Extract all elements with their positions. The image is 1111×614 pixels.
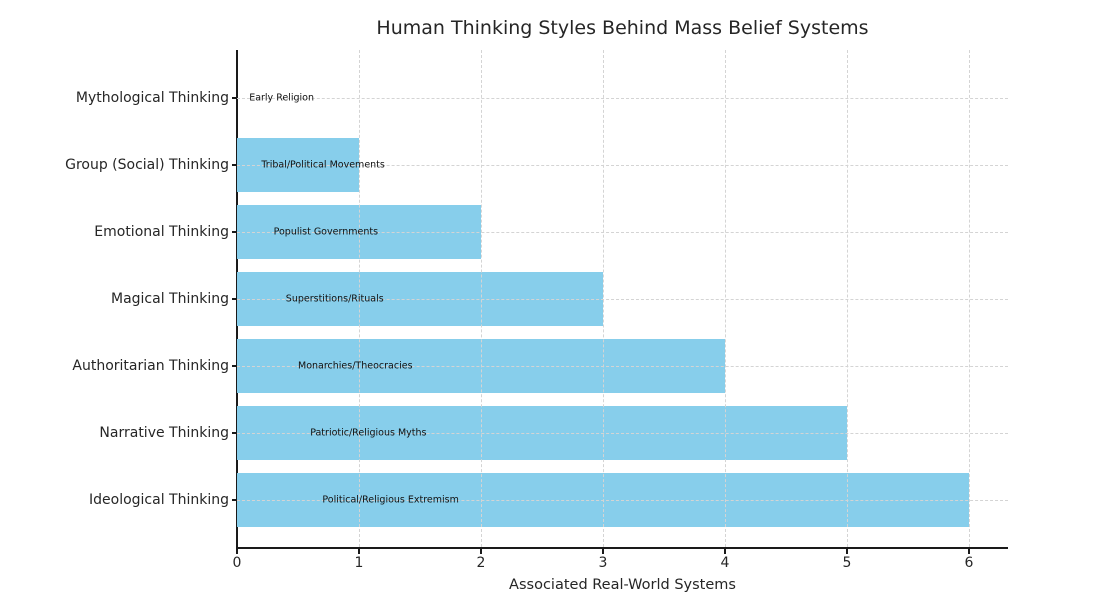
x-tick-mark-0 xyxy=(236,548,238,554)
x-tick-label-4: 4 xyxy=(720,555,730,571)
y-tick-label-0: Mythological Thinking xyxy=(75,90,229,106)
x-tick-label-3: 3 xyxy=(598,555,608,571)
v-gridline-5 xyxy=(847,50,848,547)
x-tick-label-1: 1 xyxy=(354,555,364,571)
y-tick-mark-3 xyxy=(232,298,237,300)
y-tick-mark-0 xyxy=(232,97,237,99)
bar-label-6: Political/Religious Extremism xyxy=(322,494,459,506)
y-tick-label-4: Authoritarian Thinking xyxy=(72,358,229,374)
x-tick-label-6: 6 xyxy=(964,555,974,571)
y-tick-label-6: Ideological Thinking xyxy=(89,492,229,508)
h-gridline-4 xyxy=(237,366,1008,367)
v-gridline-2 xyxy=(481,50,482,547)
y-tick-mark-2 xyxy=(232,231,237,233)
x-axis-label: Associated Real-World Systems xyxy=(509,577,736,593)
h-gridline-2 xyxy=(237,232,1008,233)
v-gridline-3 xyxy=(603,50,604,547)
bar-label-0: Early Religion xyxy=(249,92,314,104)
v-gridline-6 xyxy=(969,50,970,547)
h-gridline-5 xyxy=(237,433,1008,434)
bar-label-4: Monarchies/Theocracies xyxy=(298,360,413,372)
h-gridline-3 xyxy=(237,299,1008,300)
x-tick-mark-2 xyxy=(480,548,482,554)
y-tick-label-2: Emotional Thinking xyxy=(94,224,229,240)
y-tick-mark-4 xyxy=(232,365,237,367)
plot-area: Early Religion Tribal/Political Movements… xyxy=(237,50,1008,547)
h-gridline-0 xyxy=(237,98,1008,99)
x-axis-spine xyxy=(236,547,1008,549)
y-tick-label-3: Magical Thinking xyxy=(111,291,229,307)
x-tick-mark-5 xyxy=(846,548,848,554)
chart-title: Human Thinking Styles Behind Mass Belief… xyxy=(376,17,869,39)
x-tick-label-5: 5 xyxy=(842,555,852,571)
y-tick-mark-6 xyxy=(232,499,237,501)
x-tick-label-0: 0 xyxy=(232,555,242,571)
y-tick-label-1: Group (Social) Thinking xyxy=(65,157,229,173)
v-gridline-1 xyxy=(359,50,360,547)
y-tick-mark-5 xyxy=(232,432,237,434)
x-tick-mark-6 xyxy=(968,548,970,554)
h-gridline-1 xyxy=(237,165,1008,166)
y-tick-mark-1 xyxy=(232,164,237,166)
bar-label-5: Patriotic/Religious Myths xyxy=(310,427,427,439)
bar-label-1: Tribal/Political Movements xyxy=(261,159,385,171)
x-tick-mark-4 xyxy=(724,548,726,554)
bar-label-3: Superstitions/Rituals xyxy=(285,293,384,305)
h-gridline-6 xyxy=(237,500,1008,501)
x-tick-mark-1 xyxy=(358,548,360,554)
y-tick-label-5: Narrative Thinking xyxy=(99,425,229,441)
v-gridline-4 xyxy=(725,50,726,547)
x-tick-label-2: 2 xyxy=(476,555,486,571)
x-tick-mark-3 xyxy=(602,548,604,554)
bar-label-2: Populist Governments xyxy=(273,226,379,238)
